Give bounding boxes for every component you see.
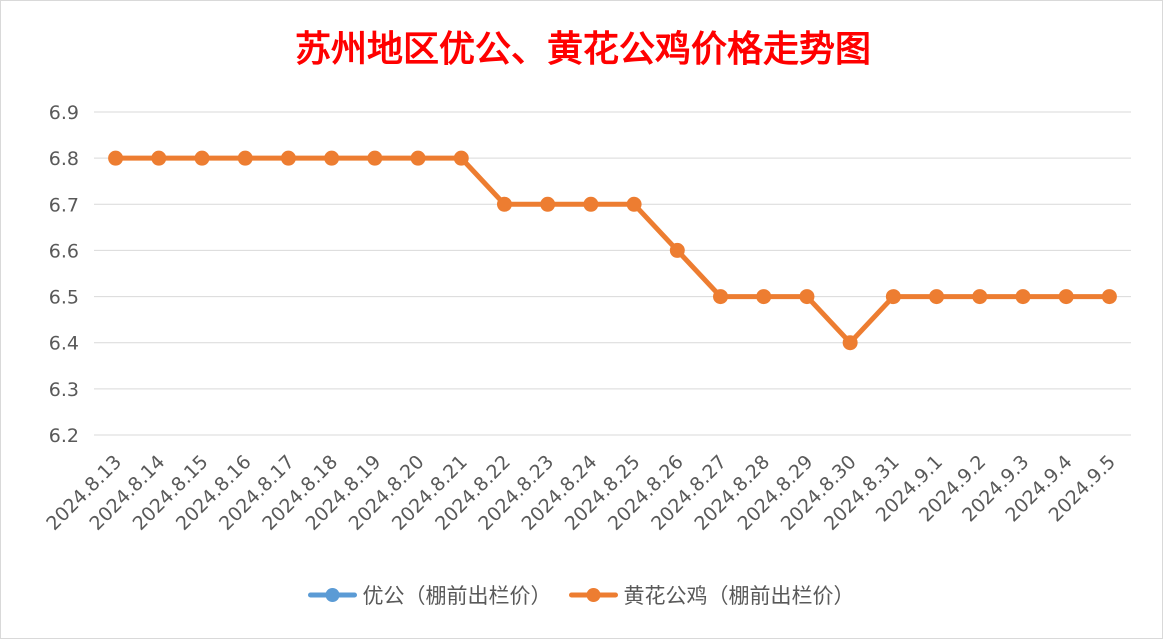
- y-tick-label: 6.3: [49, 379, 79, 401]
- data-point: [1058, 289, 1074, 305]
- data-point: [540, 196, 556, 212]
- y-tick-label: 6.7: [49, 194, 79, 216]
- x-axis-ticks: 2024.8.132024.8.142024.8.152024.8.162024…: [42, 451, 1120, 535]
- data-point: [151, 150, 167, 166]
- data-point: [237, 150, 253, 166]
- legend-label: 黄花公鸡（棚前出栏价）: [624, 584, 855, 608]
- data-point: [1015, 289, 1031, 305]
- legend-swatch-marker: [586, 588, 601, 602]
- y-tick-label: 6.9: [49, 102, 79, 124]
- chart-title: 苏州地区优公、黄花公鸡价格走势图: [295, 28, 871, 70]
- y-tick-label: 6.4: [49, 333, 79, 355]
- data-point: [410, 150, 426, 166]
- data-point: [713, 289, 729, 305]
- series-points: [108, 150, 1117, 351]
- y-tick-label: 6.5: [49, 287, 79, 309]
- y-axis-ticks: 6.2 6.3 6.4 6.5 6.6 6.7 6.8 6.9: [49, 102, 79, 447]
- data-point: [108, 150, 124, 166]
- data-point: [496, 196, 512, 212]
- data-point: [972, 289, 988, 305]
- legend-label: 优公（棚前出栏价）: [363, 584, 552, 608]
- data-point: [842, 335, 858, 351]
- data-point: [929, 289, 945, 305]
- data-point: [194, 150, 210, 166]
- data-point: [669, 242, 685, 258]
- y-tick-label: 6.6: [49, 240, 79, 262]
- data-point: [583, 196, 599, 212]
- legend: 优公（棚前出栏价） 黄花公鸡（棚前出栏价）: [308, 584, 855, 608]
- data-point: [1101, 289, 1117, 305]
- data-point: [799, 289, 815, 305]
- data-point: [453, 150, 469, 166]
- data-point: [280, 150, 296, 166]
- data-point: [626, 196, 642, 212]
- data-point: [756, 289, 772, 305]
- data-point: [367, 150, 383, 166]
- y-tick-label: 6.2: [49, 425, 79, 447]
- y-tick-label: 6.8: [49, 148, 79, 170]
- data-point: [885, 289, 901, 305]
- data-point: [324, 150, 340, 166]
- legend-swatch-marker: [325, 588, 340, 602]
